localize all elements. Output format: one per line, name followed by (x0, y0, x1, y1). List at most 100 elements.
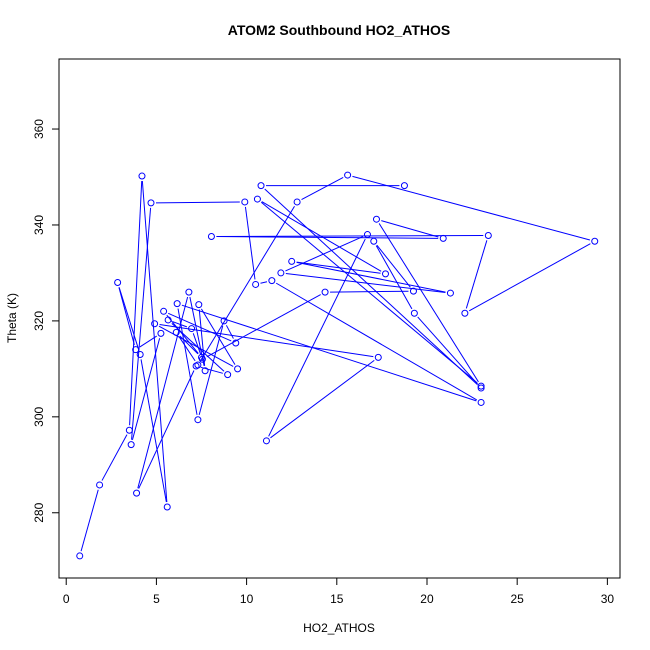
data-point (410, 309, 418, 317)
data-point (477, 398, 485, 406)
data-point (138, 172, 146, 180)
series-segment (330, 290, 409, 293)
data-point (133, 489, 141, 497)
data-point (164, 316, 172, 324)
data-point (224, 371, 232, 379)
data-point (253, 195, 261, 203)
x-axis-label: HO2_ATHOS (303, 621, 375, 635)
data-point (151, 320, 159, 328)
data-point (194, 416, 202, 424)
data-point (370, 237, 378, 245)
data-point (198, 355, 206, 363)
y-tick-label: 280 (32, 502, 46, 522)
series-segment (352, 175, 591, 241)
series-segment (101, 434, 128, 481)
series-segment (118, 287, 140, 350)
series-segment (296, 261, 381, 274)
data-point (136, 350, 144, 358)
data-point (344, 171, 352, 179)
series-segment (200, 205, 295, 362)
data-point (268, 277, 276, 285)
series-segment (417, 316, 479, 385)
x-tick-label: 25 (511, 592, 525, 606)
series-segment (131, 338, 161, 440)
data-point (132, 346, 140, 354)
data-point (195, 301, 203, 309)
data-point (400, 182, 408, 190)
series-segment (270, 359, 375, 439)
series-segment (381, 220, 439, 238)
series-segment (378, 223, 479, 383)
y-axis-label: Theta (K) (5, 293, 19, 343)
series-segment (225, 325, 234, 339)
x-tick-label: 5 (153, 592, 160, 606)
series-segment (260, 201, 478, 384)
data-point (461, 309, 469, 317)
series-segment (178, 336, 196, 362)
series-segment (129, 181, 143, 426)
data-point (477, 382, 485, 390)
series-segment (141, 180, 168, 503)
series-segment (131, 207, 152, 440)
y-tick-label: 340 (32, 215, 46, 235)
data-point (288, 257, 296, 265)
series-segment (166, 314, 199, 354)
series-segment (376, 244, 411, 288)
data-point (241, 198, 249, 206)
series-segment (216, 236, 439, 239)
data-point (127, 441, 135, 449)
data-point (76, 552, 84, 560)
series-segment (168, 312, 232, 342)
data-point (160, 307, 168, 315)
data-point (591, 237, 599, 245)
data-point (163, 503, 171, 511)
series-segment (275, 282, 478, 401)
x-tick-label: 30 (601, 592, 615, 606)
series-segment (206, 294, 321, 358)
series-segment (159, 324, 374, 358)
data-point (220, 317, 228, 325)
x-axis: 0 5 10 15 20 25 30 (63, 577, 615, 606)
series-segment (138, 370, 195, 489)
series-segment (260, 281, 268, 284)
series-segment (296, 261, 446, 293)
series-segment (177, 308, 198, 415)
series-segment (118, 287, 135, 345)
data-point (188, 325, 196, 333)
data-point (321, 288, 329, 296)
series-segment (268, 238, 366, 437)
y-tick-label: 360 (32, 119, 46, 139)
series-segment (137, 296, 189, 489)
y-tick-label: 300 (32, 406, 46, 426)
y-axis: 280 300 320 340 360 (32, 119, 60, 523)
data-point (173, 300, 181, 308)
data-point (125, 426, 133, 434)
x-tick-label: 10 (240, 592, 254, 606)
data-point (446, 289, 454, 297)
series-segment (264, 188, 478, 386)
data-point (192, 362, 200, 370)
data-point (234, 365, 242, 373)
series-segment (216, 235, 484, 237)
series-layer (76, 171, 599, 560)
series-segment (465, 240, 488, 309)
series-segment (181, 304, 477, 402)
series-segment (192, 333, 202, 355)
data-point (484, 232, 492, 240)
data-point (439, 234, 447, 242)
series-segment (140, 359, 167, 503)
series-segment (375, 245, 413, 310)
series-segment (139, 335, 157, 348)
data-point (374, 353, 382, 361)
chart-title: ATOM2 Southbound HO2_ATHOS (228, 22, 450, 38)
data-point (147, 199, 155, 207)
data-point (172, 328, 180, 336)
series-segment (468, 243, 591, 312)
series-segment (285, 236, 364, 272)
data-point (114, 279, 122, 287)
x-tick-label: 20 (420, 592, 434, 606)
data-point (409, 287, 417, 295)
data-point (477, 384, 485, 392)
data-point (185, 288, 193, 296)
